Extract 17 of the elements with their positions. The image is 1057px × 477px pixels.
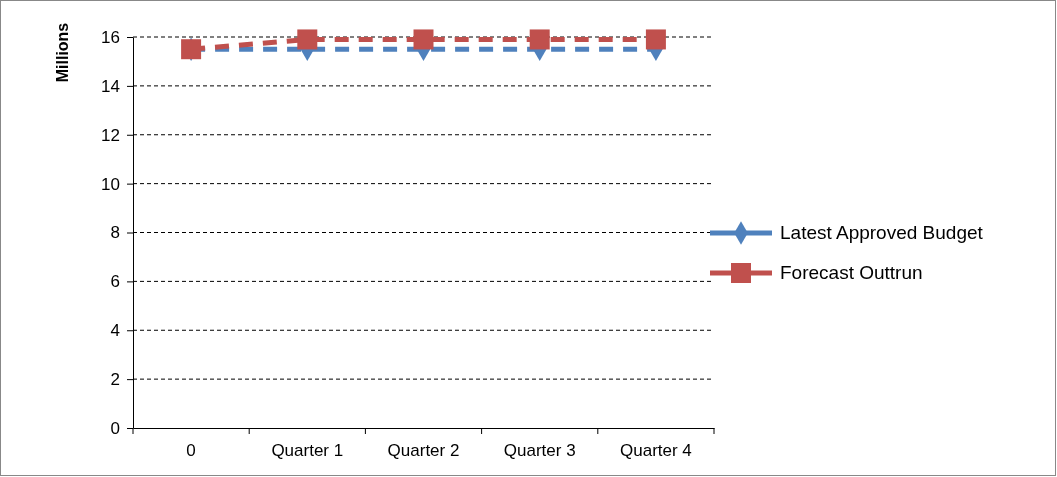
x-tick-label: Quarter 4 bbox=[619, 441, 692, 460]
y-tick-label: 16 bbox=[101, 27, 120, 47]
y-tick-label: 14 bbox=[101, 76, 120, 96]
x-tick-label: 0 bbox=[186, 441, 196, 460]
y-axis-title: Millions bbox=[54, 22, 71, 83]
y-tick-label: 6 bbox=[110, 272, 120, 292]
y-tick-label: 10 bbox=[101, 174, 120, 194]
x-tick-label: Quarter 2 bbox=[387, 441, 460, 460]
y-tick-label: 12 bbox=[101, 125, 120, 145]
legend-label: Latest Approved Budget bbox=[780, 222, 984, 243]
legend-label: Forecast Outtrun bbox=[780, 262, 923, 283]
x-tick-label: Quarter 1 bbox=[271, 441, 344, 460]
y-tick-label: 4 bbox=[110, 321, 120, 341]
y-tick-label: 8 bbox=[110, 223, 120, 243]
x-tick-label: Quarter 3 bbox=[503, 441, 576, 460]
y-tick-label: 2 bbox=[110, 370, 120, 390]
y-tick-label: 0 bbox=[110, 418, 120, 438]
